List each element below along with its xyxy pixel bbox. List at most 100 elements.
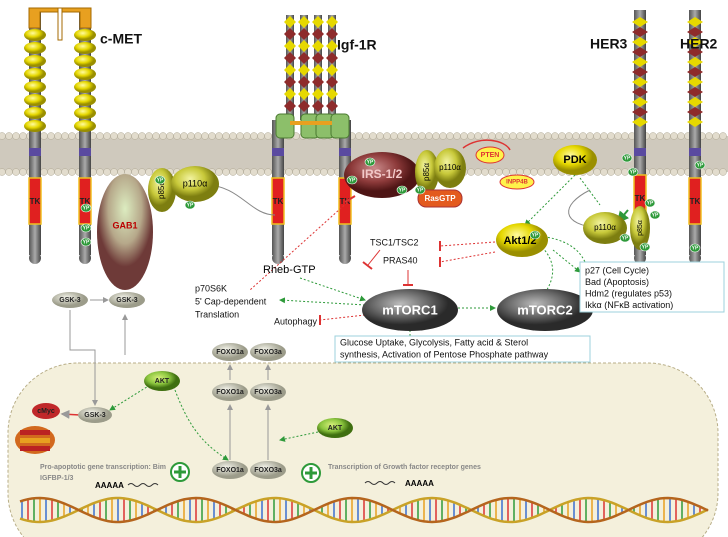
domain — [687, 17, 703, 27]
domain — [312, 52, 324, 64]
phospho-site — [694, 160, 706, 170]
protein-label: p70S6K — [195, 283, 227, 293]
phospho-site — [184, 200, 196, 210]
receptor-end — [689, 252, 701, 264]
protein-label: GSK-3 — [84, 412, 106, 419]
inhibition-line — [439, 241, 496, 247]
domain — [74, 29, 96, 41]
domain — [298, 16, 310, 28]
domain — [632, 77, 648, 87]
phospho-label: YP — [697, 162, 704, 168]
protein-label: FOXO1a — [216, 349, 244, 356]
lipid-head — [537, 168, 545, 176]
phospho-site — [619, 233, 631, 243]
foxo1a — [212, 383, 248, 401]
protein-label: RasGTP — [424, 194, 456, 203]
domain — [74, 107, 96, 119]
lipid-head — [404, 132, 412, 140]
domain — [298, 88, 310, 100]
inhibition-line — [249, 199, 351, 291]
domain — [326, 16, 338, 28]
domain — [312, 100, 324, 112]
domain — [632, 37, 648, 47]
phospho-site — [644, 198, 656, 208]
protein-label: GSK-3 — [116, 297, 138, 304]
phospho-site — [80, 203, 92, 213]
protein-label: AKT — [155, 378, 170, 385]
phospho-site — [649, 210, 661, 220]
tk-label: TK — [690, 197, 701, 206]
lipid-head — [5, 168, 13, 176]
dna-strand — [19, 496, 709, 524]
domain — [326, 88, 338, 100]
domain — [24, 107, 46, 119]
foxo3a — [250, 383, 286, 401]
foxo1a — [212, 343, 248, 361]
phospho-label: YP — [417, 187, 424, 193]
protein-label: p110α — [594, 223, 616, 232]
lipid-head — [145, 168, 153, 176]
lipid-head — [68, 168, 76, 176]
phospho-label: YP — [622, 235, 629, 241]
tk-domain — [28, 177, 42, 225]
domain — [24, 29, 46, 41]
lipid-head — [719, 132, 727, 140]
lipid-head — [621, 168, 629, 176]
lipid-head — [481, 168, 489, 176]
phospho-site — [529, 230, 541, 240]
lipid-head — [607, 132, 615, 140]
lipid-head — [110, 168, 118, 176]
phospho-site — [621, 153, 633, 163]
akt-target: Ikkα (NFκB activation) — [585, 300, 673, 310]
text: IGFBP-1/3 — [40, 475, 74, 482]
lipid-head — [649, 132, 657, 140]
domain — [298, 76, 310, 88]
domain — [312, 16, 324, 28]
gsk3 — [52, 292, 88, 308]
lipid-head — [362, 132, 370, 140]
phospho-label: YP — [83, 205, 90, 211]
domain — [74, 81, 96, 93]
lipid-head — [530, 168, 538, 176]
lipid-head — [593, 168, 601, 176]
lipid-head — [607, 168, 615, 176]
lipid-head — [250, 168, 258, 176]
lipid-head — [152, 132, 160, 140]
lipid-head — [390, 132, 398, 140]
lipid-head — [614, 132, 622, 140]
protein-label: PTEN — [481, 152, 500, 159]
domain — [632, 87, 648, 97]
lipid-head — [600, 132, 608, 140]
lipid-head — [222, 132, 230, 140]
domain — [326, 100, 338, 112]
phospho-label: YP — [652, 212, 659, 218]
lipid-head — [523, 168, 531, 176]
domain — [24, 94, 46, 106]
lipid-head — [124, 132, 132, 140]
lipid-head — [236, 132, 244, 140]
akt-target: Bad (Apoptosis) — [585, 277, 649, 287]
domain — [284, 100, 296, 112]
domain — [312, 76, 324, 88]
phospho-site — [346, 175, 358, 185]
lipid-head — [474, 132, 482, 140]
lipid-head — [712, 132, 720, 140]
lipid-head — [670, 132, 678, 140]
lipid-head — [614, 168, 622, 176]
p110 — [171, 166, 219, 202]
lipid-head — [467, 168, 475, 176]
domain — [284, 52, 296, 64]
lipid-head — [96, 132, 104, 140]
lipid-head — [54, 168, 62, 176]
lipid-head — [719, 168, 727, 176]
dna-strand — [19, 496, 709, 524]
lipid-head — [194, 132, 202, 140]
lipid-head — [376, 132, 384, 140]
lipid-head — [131, 168, 139, 176]
lipid-head — [257, 132, 265, 140]
lipid-head — [460, 132, 468, 140]
domain — [632, 47, 648, 57]
p110 — [583, 212, 627, 244]
domain — [24, 42, 46, 54]
